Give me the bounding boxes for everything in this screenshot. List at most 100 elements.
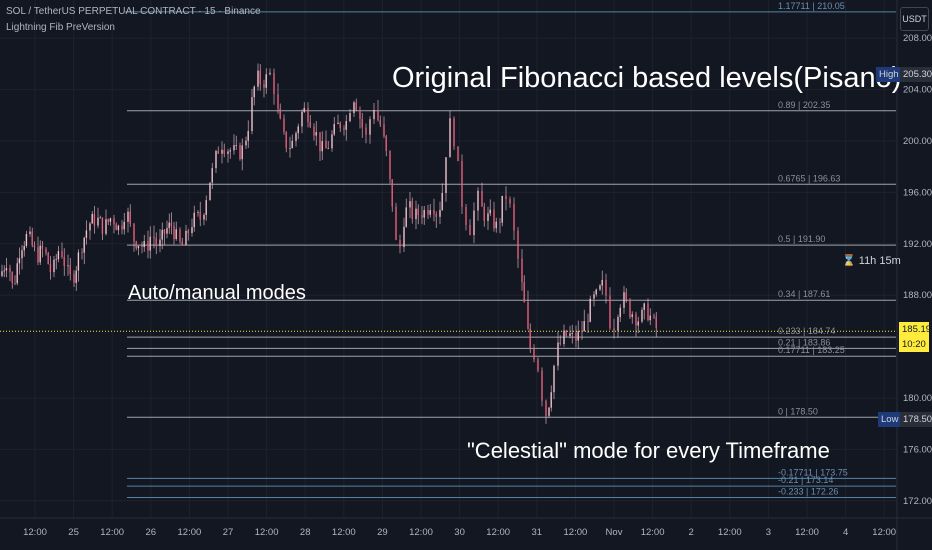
candle-body <box>248 131 249 141</box>
hourglass-icon: ⌛ <box>842 255 856 267</box>
candle-body <box>136 242 137 249</box>
candle-body <box>349 113 350 121</box>
candle-body <box>78 252 79 270</box>
candle-body <box>295 133 296 141</box>
countdown-tag: 10:20 <box>899 337 929 352</box>
timer-text: 11h 15m <box>859 255 901 267</box>
candle-body <box>575 333 576 341</box>
x-tick-label: 3 <box>766 527 771 538</box>
candle-body <box>541 371 542 401</box>
candle-body <box>584 321 585 331</box>
candle-body <box>548 408 549 416</box>
candle-body <box>162 230 163 240</box>
candle-body <box>121 226 122 230</box>
candle-body <box>67 265 68 266</box>
candle-body <box>629 299 630 317</box>
candle-body <box>436 214 437 217</box>
candle-body <box>620 308 621 317</box>
candle-body <box>26 234 27 246</box>
candle-body <box>242 145 243 159</box>
candle-body <box>481 191 482 207</box>
candle-body <box>553 366 554 392</box>
candle-body <box>6 268 7 270</box>
candle-body <box>113 218 114 224</box>
candle-body <box>653 316 654 317</box>
candle-body <box>365 128 366 135</box>
candle-body <box>395 207 396 240</box>
candle-body <box>551 392 552 407</box>
candle-body <box>260 71 261 85</box>
x-tick-label: 12:00 <box>795 527 819 538</box>
candle-body <box>86 230 87 237</box>
candle-body <box>635 314 636 325</box>
candle-body <box>353 102 354 113</box>
candle-body <box>76 271 77 283</box>
candle-body <box>164 230 165 234</box>
fib-level-label: 0.17711 | 183.25 <box>778 345 845 355</box>
candle-body <box>257 71 258 87</box>
candle-body <box>153 237 154 238</box>
candle-body <box>527 302 528 328</box>
candle-body <box>545 401 546 416</box>
candle-body <box>156 238 157 246</box>
candle-body <box>578 331 579 340</box>
currency-button[interactable]: USDT <box>900 7 929 31</box>
candle-body <box>150 237 151 251</box>
candle-body <box>17 263 18 283</box>
candle-body <box>273 73 274 94</box>
y-tick-label: 208.00 <box>903 33 932 44</box>
fib-level-label: 0.34 | 187.61 <box>778 289 830 299</box>
candle-body <box>641 310 642 322</box>
candle-body <box>605 280 606 296</box>
candle-body <box>64 257 65 266</box>
low-label-tag: Low <box>878 412 901 427</box>
candle-body <box>176 229 177 239</box>
candle-body <box>9 268 10 272</box>
candle-body <box>449 118 450 157</box>
fib-level-label: -0.21 | 173.14 <box>778 475 833 485</box>
x-tick-label: Nov <box>606 527 623 538</box>
candle-body <box>602 280 603 286</box>
bar-timer: ⌛ 11h 15m <box>842 254 901 267</box>
candle-body <box>94 214 95 226</box>
candle-body <box>399 240 400 247</box>
y-tick-label: 180.00 <box>903 393 932 404</box>
candle-body <box>171 223 172 226</box>
x-tick-label: 28 <box>300 527 311 538</box>
candle-body <box>389 151 390 179</box>
candle-body <box>266 74 267 87</box>
indicator-name[interactable]: Lightning Fib PreVersion <box>6 22 115 33</box>
y-tick-label: 176.00 <box>903 444 932 455</box>
candle-body <box>292 141 293 148</box>
candle-body <box>445 157 446 193</box>
candle-body <box>133 224 134 242</box>
candle-body <box>298 126 299 133</box>
candle-body <box>322 141 323 151</box>
candle-body <box>356 102 357 110</box>
candle-body <box>182 241 183 245</box>
candle-body <box>197 212 198 213</box>
candle-body <box>251 97 252 131</box>
symbol-title[interactable]: SOL / TetherUS PERPETUAL CONTRACT · 15 ·… <box>6 6 261 17</box>
candle-body <box>626 292 627 299</box>
candle-body <box>587 321 588 322</box>
candle-body <box>499 222 500 223</box>
candle-body <box>656 317 657 328</box>
candle-body <box>147 241 148 251</box>
candle-body <box>280 109 281 119</box>
candle-body <box>29 232 30 234</box>
candle-body <box>557 343 558 366</box>
candle-body <box>502 196 503 223</box>
fib-level-label: 0.6765 | 196.63 <box>778 173 840 183</box>
x-tick-label: 25 <box>68 527 79 538</box>
candle-body <box>533 348 534 359</box>
candle-body <box>50 264 51 272</box>
x-tick-label: 4 <box>843 527 848 538</box>
candle-body <box>346 121 347 130</box>
candle-body <box>572 333 573 334</box>
annotation-main: Original Fibonacci based levels(Pisano) <box>392 62 901 95</box>
candle-body <box>169 223 170 229</box>
fib-level-label: 0.5 | 191.90 <box>778 234 825 244</box>
high-label-tag: High <box>876 67 902 82</box>
